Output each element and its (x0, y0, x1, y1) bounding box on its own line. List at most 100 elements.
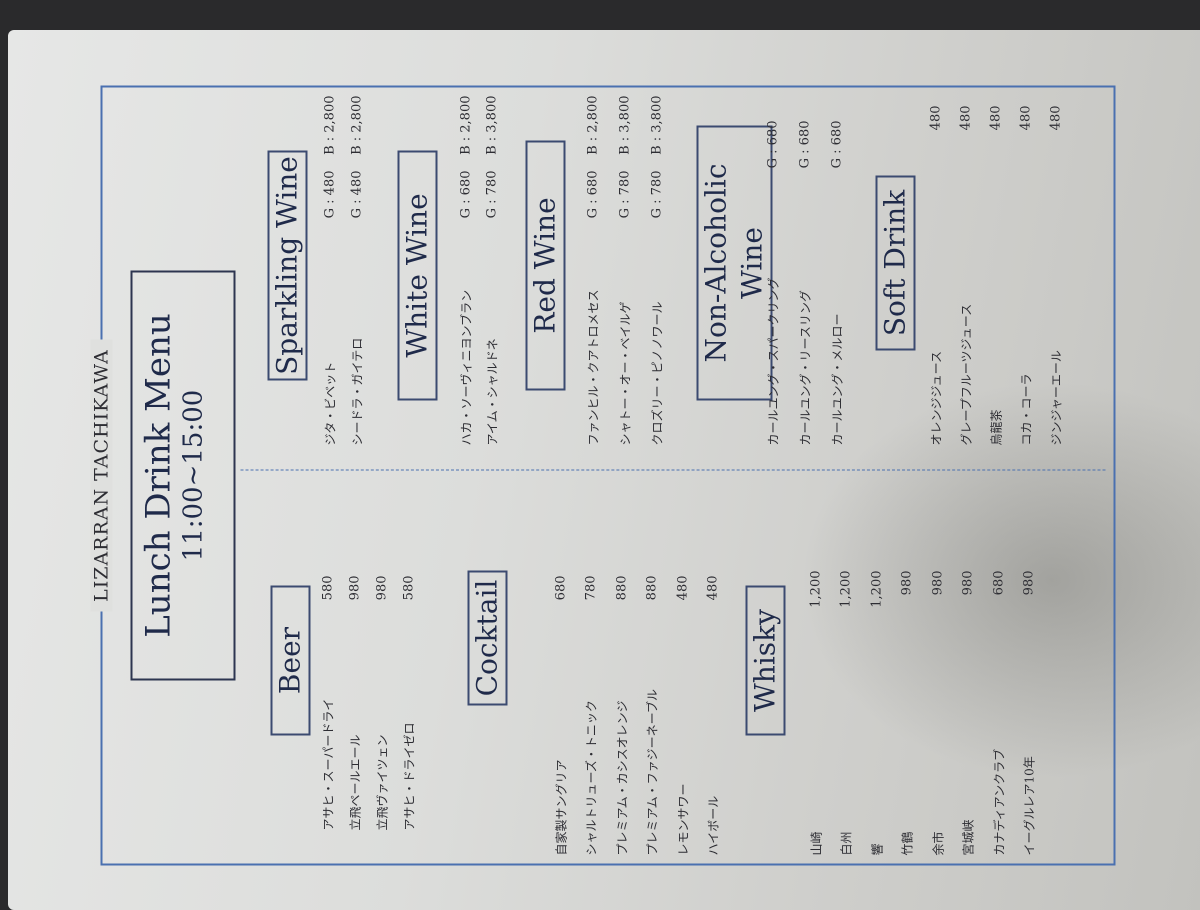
menu-item: 竹鶴 980 (892, 570, 923, 855)
item-name: プレミアム・カシスオレンジ (614, 699, 629, 855)
glass-price: G : 680 (584, 170, 600, 218)
item-name: シャルトリューズ・トニック (584, 699, 599, 855)
glass-price: G : 680 (764, 120, 780, 168)
menu-item: 立飛ペールエール 980 (341, 575, 368, 830)
menu-item: プレミアム・ファジーネーブル 880 (637, 575, 668, 855)
item-price: 1,200 (838, 570, 854, 608)
whisky-heading: Whisky (745, 585, 785, 735)
menu-page: LIZARRAN TACHIKAWA Lunch Drink Menu 11:0… (90, 85, 1115, 865)
item-price: 1,200 (807, 570, 823, 608)
glass-price: G : 480 (322, 170, 337, 218)
menu-item: 余市 980 (922, 570, 953, 855)
menu-sleeve (8, 30, 1200, 910)
bottle-price: B : 2,800 (584, 95, 600, 155)
item-name: クロズリー・ピノノワール (649, 300, 664, 445)
menu-item: イーグルレア10年 980 (1014, 570, 1045, 855)
menu-item: ハイボール 480 (698, 575, 729, 855)
item-name: ハイボール (706, 795, 721, 855)
beer-list: アサヒ・スーパードライ 580 立飛ペールエール 980 立飛ヴァイツェン 980 アサヒ・… (314, 575, 422, 830)
sparkling-wine-heading: Sparkling Wine (267, 150, 307, 380)
item-price: 980 (374, 575, 389, 600)
menu-item: カナディアンクラブ 680 (983, 570, 1014, 855)
menu-item: オレンジジュース 480 (920, 105, 950, 445)
item-name: カールユング・メルロー (829, 312, 844, 445)
glass-price: G : 780 (648, 170, 664, 218)
bottle-price: B : 2,800 (322, 95, 337, 155)
item-name: 余市 (930, 830, 945, 855)
item-price: 980 (929, 570, 945, 595)
glass-price: G : 780 (483, 170, 499, 218)
menu-item: 烏龍茶 480 (980, 105, 1010, 445)
menu-item: 響 1,200 (861, 570, 892, 855)
menu-item: 立飛ヴァイツェン 980 (368, 575, 395, 830)
menu-item: ジンジャーエール 480 (1040, 105, 1070, 445)
item-name: 自家製サングリア (553, 758, 568, 855)
bottle-price: B : 3,800 (616, 95, 632, 155)
item-name: アサヒ・ドライゼロ (402, 721, 416, 830)
brand-name: LIZARRAN TACHIKAWA (90, 338, 112, 612)
item-name: カールユング・リースリング (797, 289, 812, 445)
item-price: 680 (552, 575, 568, 600)
bottle-price: B : 2,800 (349, 95, 364, 155)
item-name: 竹鶴 (900, 830, 915, 855)
cocktail-list: 自家製サングリア 680 シャルトリューズ・トニック 780 プレミアム・カシスオレンジ… (545, 575, 728, 855)
red-wine-list: ファンヒル・クアトロメセス G : 680 B : 2,800 シャトー・オー・ベイル… (576, 95, 672, 445)
item-name: 立飛ペールエール (348, 733, 362, 830)
item-price: 980 (1021, 570, 1037, 595)
menu-item: アイム・シャルドネ G : 780 B : 3,800 (478, 95, 504, 445)
item-price: 980 (899, 570, 915, 595)
item-price: 680 (990, 570, 1006, 595)
item-name: オレンジジュース (928, 350, 943, 445)
menu-item: 自家製サングリア 680 (545, 575, 576, 855)
brand: LIZARRAN TACHIKAWA (90, 85, 112, 865)
item-name: レモンサワー (675, 782, 690, 855)
item-name: カナディアンクラブ (991, 748, 1006, 855)
menu-item: カールユング・リースリング G : 680 (788, 120, 820, 445)
menu-item: カールユング・メルロー G : 680 (820, 120, 852, 445)
menu-item: 宮城峡 980 (953, 570, 984, 855)
item-name: 宮城峡 (961, 818, 976, 855)
item-name: グレープフルーツジュース (958, 303, 973, 445)
menu-item: レモンサワー 480 (667, 575, 698, 855)
red-wine-heading: Red Wine (525, 140, 565, 390)
page-title: Lunch Drink Menu (138, 312, 178, 638)
item-name: プレミアム・ファジーネーブル (645, 688, 660, 855)
item-name: シャトー・オー・ベイルゲ (617, 300, 632, 445)
item-price: 780 (583, 575, 599, 600)
menu-item: クロズリー・ピノノワール G : 780 B : 3,800 (640, 95, 672, 445)
menu-item: ファンヒル・クアトロメセス G : 680 B : 2,800 (576, 95, 608, 445)
item-price: 580 (320, 575, 335, 600)
menu-item: 山崎 1,200 (800, 570, 831, 855)
title-box: Lunch Drink Menu 11:00~15:00 (130, 270, 235, 680)
item-name: 立飛ヴァイツェン (375, 733, 389, 830)
menu-item: ハカ・ソーヴィニヨンブラン G : 680 B : 2,800 (452, 95, 478, 445)
menu-item: シードラ・ガイテロ G : 480 B : 2,800 (343, 95, 370, 445)
item-name: カールユング・スパークリング (765, 276, 780, 445)
item-price: 880 (613, 575, 629, 600)
glass-price: G : 680 (457, 170, 473, 218)
glass-price: G : 480 (349, 170, 364, 218)
column-divider (240, 469, 1105, 470)
item-name: 烏龍茶 (988, 408, 1003, 445)
bottle-price: B : 3,800 (648, 95, 664, 155)
item-price: 480 (1017, 105, 1033, 130)
soft-drink-heading: Soft Drink (875, 175, 915, 350)
item-name: コカ・コーラ (1018, 372, 1033, 445)
lunch-hours: 11:00~15:00 (178, 389, 208, 561)
item-name: シードラ・ガイテロ (350, 337, 364, 445)
item-name: ジンジャーエール (1048, 349, 1063, 445)
item-name: アサヒ・スーパードライ (321, 698, 335, 830)
item-price: 880 (644, 575, 660, 600)
menu-item: カールユング・スパークリング G : 680 (756, 120, 788, 445)
bottle-price: B : 2,800 (457, 95, 473, 155)
item-price: 1,200 (868, 570, 884, 608)
menu-item: シャトー・オー・ベイルゲ G : 780 B : 3,800 (608, 95, 640, 445)
menu-item: プレミアム・カシスオレンジ 880 (606, 575, 637, 855)
item-price: 580 (401, 575, 416, 600)
item-price: 480 (927, 105, 943, 130)
sparkling-wine-list: ジタ・ビベット G : 480 B : 2,800 シードラ・ガイテロ G : 480 B… (316, 95, 370, 445)
glass-price: G : 780 (616, 170, 632, 218)
white-wine-list: ハカ・ソーヴィニヨンブラン G : 680 B : 2,800 アイム・シャルドネ G … (452, 95, 504, 445)
item-name: 響 (869, 842, 884, 855)
item-price: 480 (1047, 105, 1063, 130)
